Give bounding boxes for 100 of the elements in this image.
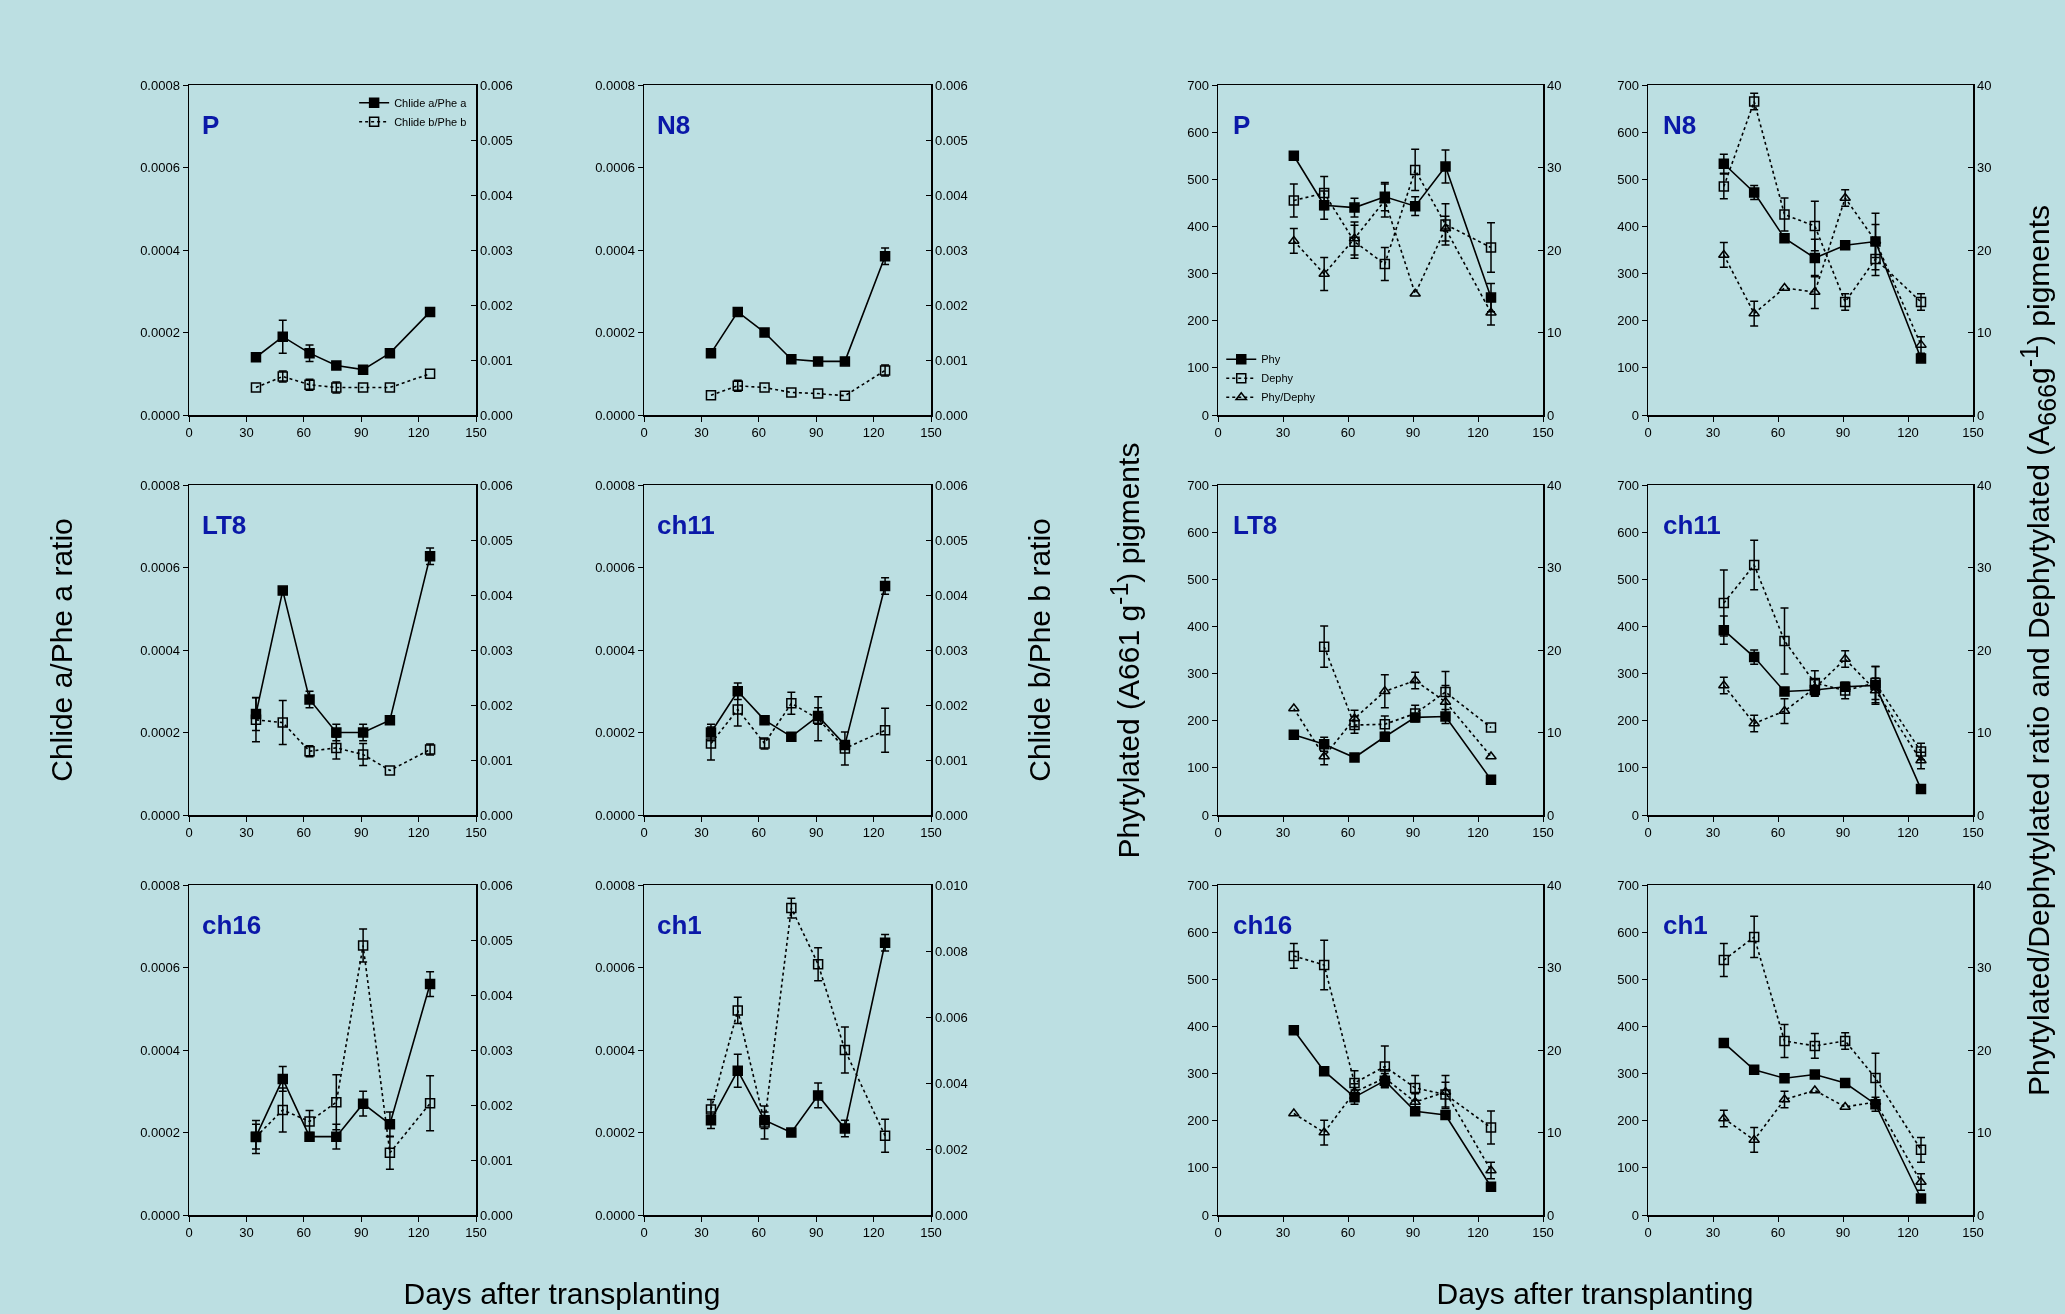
point: [1440, 686, 1451, 698]
y2-tick-label: 20: [1977, 242, 1992, 258]
y2-tick-label: 0.005: [480, 132, 513, 148]
point: [357, 1098, 369, 1109]
y-tick-label: 500: [1187, 171, 1209, 187]
y-tick-label: 0.0000: [595, 807, 635, 823]
point: [1915, 353, 1927, 364]
y-tick-label: 0.0008: [595, 477, 635, 493]
y-tick-label: 0.0004: [140, 1042, 180, 1058]
point: [424, 1098, 436, 1109]
y2-tick-label: 0.004: [935, 1075, 968, 1091]
y-tick-label: 400: [1187, 618, 1209, 634]
y-tick-label: 700: [1187, 877, 1209, 893]
point: [1440, 161, 1451, 172]
point: [1809, 252, 1821, 264]
y2-tick-label: 0.003: [935, 242, 968, 258]
y-tick-label: 0.0002: [595, 325, 635, 341]
point: [1318, 641, 1330, 652]
y2-tick-label: 0.000: [480, 807, 513, 823]
point: [1915, 339, 1927, 348]
point: [1318, 187, 1330, 199]
x-tick-label: 30: [1705, 1225, 1721, 1241]
y2-tick-label: 0: [1977, 1207, 1985, 1223]
y-tick-label: 0.0008: [595, 77, 635, 93]
y-tick-label: 500: [1617, 571, 1639, 587]
point: [812, 958, 824, 970]
point: [1409, 708, 1421, 719]
x-tick-label: 0: [185, 825, 193, 841]
x-tick-label: 150: [465, 1225, 487, 1241]
text: P: [1233, 110, 1251, 140]
y-tick-label: 400: [1617, 218, 1639, 234]
y2-tick-label: 0.000: [480, 407, 513, 423]
y2-tick-label: 20: [1977, 1042, 1992, 1058]
y2-tick-label: 10: [1977, 1125, 1992, 1141]
point: [1288, 950, 1300, 962]
point: [839, 1123, 851, 1134]
y-tick-label: 300: [1617, 266, 1639, 282]
x-tick-label: 0: [1214, 825, 1222, 841]
point: [357, 382, 369, 393]
point: [839, 356, 851, 367]
y-tick-label: 500: [1617, 171, 1639, 187]
y2-tick-label: 0.002: [935, 297, 968, 313]
x-tick-label: 150: [1532, 825, 1554, 841]
y-tick-label: 700: [1617, 477, 1639, 493]
y2-tick-label: 40: [1547, 77, 1562, 93]
point: [1779, 1035, 1790, 1047]
legend-label: Chlide a/Phe a: [394, 97, 468, 110]
point: [331, 742, 342, 754]
point: [331, 1131, 342, 1142]
point: [879, 250, 891, 262]
y-tick-label: 0.0006: [595, 560, 635, 576]
x-tick-label: 150: [465, 825, 487, 841]
text: ch1: [657, 910, 702, 940]
point: [1485, 774, 1497, 785]
point: [759, 714, 770, 726]
y2-tick-label: 40: [1977, 877, 1992, 893]
y-tick-label: 0.0000: [140, 1207, 180, 1223]
y2-tick-label: 0.001: [480, 752, 513, 768]
point: [1839, 192, 1852, 202]
y-tick-label: 0.0008: [140, 77, 180, 93]
y-tick-label: 700: [1617, 77, 1639, 93]
point: [786, 731, 797, 742]
text: LT8: [202, 510, 247, 540]
y2-tick-label: 0.010: [935, 877, 968, 893]
y-tick-label: 200: [1617, 313, 1639, 329]
point: [1779, 232, 1790, 244]
x-tick-label: 90: [1405, 1225, 1421, 1241]
x-tick-label: 60: [296, 1225, 312, 1241]
x-tick-label: 120: [407, 425, 430, 441]
y-tick-label: 0.0008: [140, 477, 180, 493]
point: [277, 717, 288, 728]
text: ch16: [202, 910, 262, 940]
point: [304, 694, 315, 705]
point: [1409, 200, 1421, 212]
y2-tick-label: 0.006: [935, 1009, 968, 1025]
x-tick-label: 150: [920, 1225, 942, 1241]
point: [1718, 597, 1730, 609]
x-tick-label: 60: [1770, 825, 1786, 841]
x-tick-label: 0: [640, 425, 648, 441]
y-tick-label: 300: [1187, 666, 1209, 682]
x-tick-label: 60: [296, 425, 312, 441]
y-tick-label: 0.0002: [140, 1125, 180, 1141]
y2-tick-label: 0: [1547, 407, 1555, 423]
point: [1349, 752, 1360, 763]
point: [1809, 1040, 1821, 1052]
y-tick-label: 100: [1187, 760, 1209, 776]
y-tick-label: 400: [1617, 1018, 1639, 1034]
x-tick-label: 90: [808, 1225, 824, 1241]
point: [786, 1127, 797, 1138]
point: [1809, 220, 1821, 232]
y2-tick-label: 0.006: [935, 77, 968, 93]
point: [384, 1119, 396, 1130]
x-tick-label: 150: [920, 425, 942, 441]
y-tick-label: 100: [1187, 1160, 1209, 1176]
x-tick-label: 60: [751, 1225, 767, 1241]
y2-tick-label: 30: [1977, 960, 1992, 976]
x-tick-label: 30: [694, 425, 709, 441]
x-tick-label: 90: [1405, 825, 1421, 841]
y-tick-label: 0.0006: [595, 160, 635, 176]
point: [839, 1044, 851, 1056]
